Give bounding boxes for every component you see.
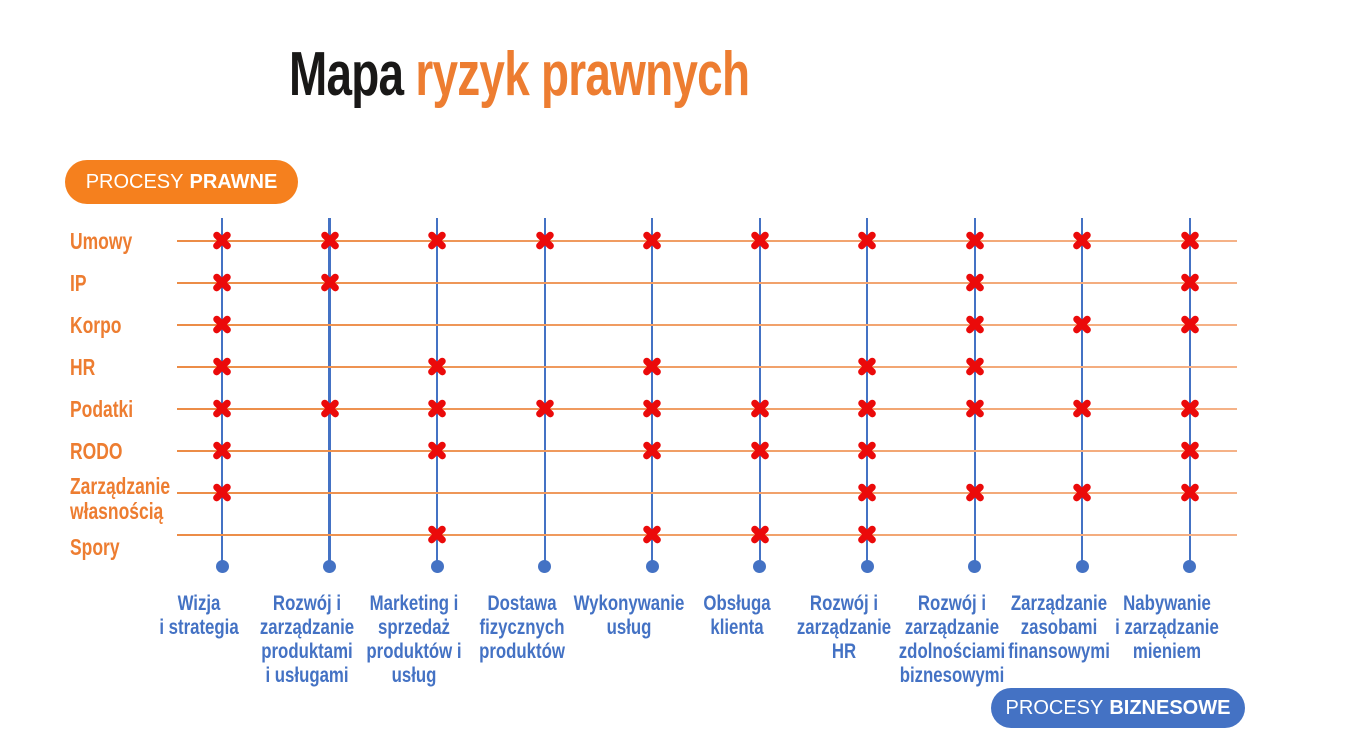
column-label-obs-uga-klienta: Obsługa klienta <box>703 592 770 640</box>
column-label-line: fizycznych <box>479 616 565 639</box>
row-label-podatki: Podatki <box>70 395 134 422</box>
legal-processes-badge-bold: PRAWNE <box>189 170 278 193</box>
row-label-ip: IP <box>70 269 87 296</box>
column-label-line: Rozwój i <box>917 592 986 615</box>
business-process-line-obs-uga-klienta <box>758 218 761 566</box>
column-label-line: usług <box>606 616 652 639</box>
row-label-line: Zarządzanie <box>70 473 171 499</box>
column-label-marketing-i-sprzeda-produkt-w-i-us-ug: Marketing i sprzedaż produktów i usług <box>366 592 461 688</box>
column-label-dostawa-fizycznych-produkt-w: Dostawa fizycznych produktów <box>479 592 565 664</box>
column-label-wizja-i-strategia: Wizja i strategia <box>159 592 238 640</box>
business-process-endpoint-dot <box>430 559 444 573</box>
row-label-spory: Spory <box>70 533 120 560</box>
column-label-line: zarządzanie <box>904 616 999 639</box>
page-title: Mapa ryzyk prawnych <box>289 40 750 109</box>
row-label-line: Umowy <box>70 227 133 254</box>
business-process-endpoint-dot <box>968 559 982 573</box>
column-label-line: produktów i <box>366 640 462 663</box>
business-process-line-dostawa-fizycznych-produkt-w <box>543 218 546 566</box>
page-title-orange-part: ryzyk prawnych <box>415 40 750 109</box>
column-label-line: i zarządzanie <box>1115 616 1219 639</box>
business-process-endpoint-dot <box>323 559 337 573</box>
business-process-line-wykonywanie-us-ug <box>651 218 654 566</box>
column-label-line: zasobami <box>1021 616 1098 639</box>
column-label-rozw-j-i-zarz-dzanie-produktami-i-us-ugami: Rozwój i zarządzanie produktami i usługami <box>259 592 353 688</box>
column-label-line: zarządzanie <box>797 616 892 639</box>
column-label-line: HR <box>832 640 857 663</box>
business-processes-badge-prefix: PROCESY <box>1005 696 1104 719</box>
column-label-line: zarządzanie <box>259 616 354 639</box>
business-processes-badge-bold: BIZNESOWE <box>1109 696 1231 719</box>
business-process-line-marketing-i-sprzeda-produkt-w-i-us-ug <box>436 218 439 566</box>
column-label-line: Wykonywanie <box>573 592 685 615</box>
legal-process-line-podatki <box>177 407 1237 411</box>
business-process-line-rozw-j-i-zarz-dzanie-hr <box>866 218 869 566</box>
legal-process-line-zarz-dzanie-w-asno-ci <box>177 491 1237 495</box>
legal-process-line-spory <box>177 533 1237 537</box>
row-label-zarz-dzanie-w-asno-ci: Zarządzanie własnością <box>70 474 170 524</box>
column-label-line: biznesowymi <box>899 664 1005 687</box>
business-process-endpoint-dot <box>860 559 874 573</box>
business-process-endpoint-dot <box>1075 559 1089 573</box>
business-process-line-rozw-j-i-zarz-dzanie-produktami-i-us-ugami <box>328 218 331 566</box>
column-label-line: finansowymi <box>1008 640 1111 663</box>
legal-process-line-korpo <box>177 323 1237 327</box>
row-label-line: Korpo <box>70 311 122 338</box>
business-process-endpoint-dot <box>215 559 229 573</box>
row-label-line: HR <box>70 353 96 380</box>
column-label-line: Dostawa <box>487 592 557 615</box>
row-label-line: Podatki <box>70 395 134 422</box>
column-label-line: i strategia <box>159 616 239 639</box>
column-label-line: usług <box>391 664 437 687</box>
legal-process-line-hr <box>177 365 1237 369</box>
row-label-line: IP <box>70 269 87 296</box>
business-processes-badge: PROCESY BIZNESOWE <box>991 688 1245 728</box>
business-process-line-rozw-j-i-zarz-dzanie-zdolno-ciami-biznesowymi <box>973 218 976 566</box>
column-label-line: Rozwój i <box>272 592 341 615</box>
business-process-endpoint-dot <box>645 559 659 573</box>
legal-process-line-umowy <box>177 239 1237 243</box>
legal-process-line-ip <box>177 281 1237 285</box>
page-title-black-part: Mapa <box>289 40 404 109</box>
business-process-endpoint-dot <box>753 559 767 573</box>
row-label-korpo: Korpo <box>70 311 122 338</box>
business-process-endpoint-dot <box>538 559 552 573</box>
column-label-wykonywanie-us-ug: Wykonywanie usług <box>574 592 685 640</box>
row-label-rodo: RODO <box>70 437 123 464</box>
row-label-line: RODO <box>70 437 123 464</box>
column-label-nabywanie-i-zarz-dzanie-mieniem: Nabywanie i zarządzanie mieniem <box>1115 592 1219 664</box>
column-label-line: Obsługa <box>703 592 771 615</box>
business-process-line-zarz-dzanie-zasobami-finansowymi <box>1081 218 1084 566</box>
column-label-line: Zarządzanie <box>1011 592 1108 615</box>
row-label-line: własnością <box>70 498 164 524</box>
column-label-zarz-dzanie-zasobami-finansowymi: Zarządzanie zasobami finansowymi <box>1009 592 1111 664</box>
column-label-line: mieniem <box>1132 640 1202 663</box>
business-process-line-nabywanie-i-zarz-dzanie-mieniem <box>1188 218 1192 566</box>
column-label-line: i usługami <box>265 664 349 687</box>
column-label-line: Wizja <box>177 592 221 615</box>
column-label-line: zdolnościami <box>898 640 1006 663</box>
row-label-umowy: Umowy <box>70 227 133 254</box>
column-label-line: klienta <box>710 616 764 639</box>
column-label-rozw-j-i-zarz-dzanie-hr: Rozwój i zarządzanie HR <box>797 592 891 664</box>
business-process-endpoint-dot <box>1183 559 1197 573</box>
row-label-line: Spory <box>70 533 120 560</box>
column-label-rozw-j-i-zarz-dzanie-zdolno-ciami-biznesowymi: Rozwój i zarządzanie zdolnościami biznesowy… <box>899 592 1005 688</box>
column-label-line: produktami <box>260 640 353 663</box>
legal-processes-badge-prefix: PROCESY <box>85 170 184 193</box>
column-label-line: Nabywanie <box>1123 592 1211 615</box>
column-label-line: sprzedaż <box>378 616 451 639</box>
row-label-hr: HR <box>70 353 96 380</box>
column-label-line: Rozwój i <box>810 592 879 615</box>
legal-process-line-rodo <box>177 449 1237 453</box>
legal-processes-badge: PROCESY PRAWNE <box>65 160 298 204</box>
column-label-line: produktów <box>478 640 565 663</box>
business-process-line-wizja-i-strategia <box>220 218 224 566</box>
column-label-line: Marketing i <box>369 592 459 615</box>
